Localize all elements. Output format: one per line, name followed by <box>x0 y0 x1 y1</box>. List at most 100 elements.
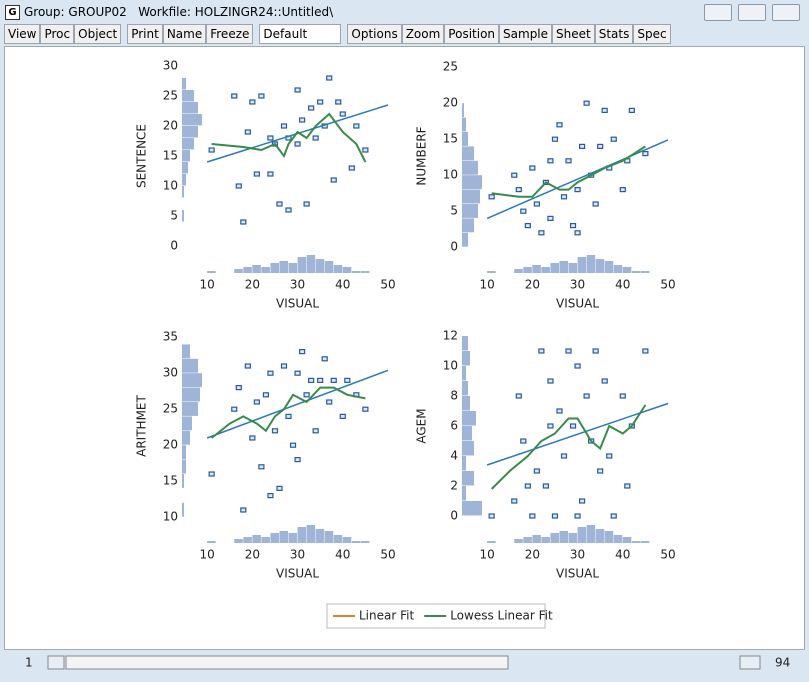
data-point <box>524 483 531 489</box>
data-point <box>547 215 554 221</box>
toolbar-button[interactable]: Spec <box>633 24 671 44</box>
toolbar-button[interactable]: Name <box>162 24 207 44</box>
x-histogram-bar <box>288 263 298 273</box>
y-histogram-bar <box>462 204 478 218</box>
y-histogram-bar <box>462 456 466 471</box>
data-point <box>547 423 554 429</box>
x-tick-label: 50 <box>380 278 395 292</box>
linear-fit-line <box>486 139 669 220</box>
data-point <box>353 123 360 129</box>
y-histogram-bar <box>462 351 470 366</box>
y-histogram-bar <box>462 175 482 190</box>
y-histogram-bar <box>182 344 190 359</box>
x-axis-label: VISUAL <box>276 297 319 311</box>
x-histogram-bar <box>487 541 496 543</box>
x-histogram-bar <box>324 531 334 543</box>
x-tick-label: 50 <box>660 548 675 562</box>
data-point <box>289 442 297 448</box>
x-tick-label: 10 <box>479 278 494 292</box>
y-histogram-bar <box>182 474 184 488</box>
scroll-right[interactable] <box>739 655 761 670</box>
y-histogram-bar <box>462 146 474 161</box>
x-histogram-bar <box>586 255 596 273</box>
y-tick-label: 5 <box>450 204 458 218</box>
scrollbar[interactable] <box>65 655 509 670</box>
data-point <box>556 408 563 414</box>
y-histogram-bar <box>462 501 482 516</box>
data-point <box>583 393 590 399</box>
data-point <box>280 123 288 129</box>
y-histogram-bar <box>462 411 476 426</box>
data-point <box>249 435 256 441</box>
y-histogram-bar <box>182 445 186 460</box>
toolbar-button[interactable]: Sheet <box>552 24 595 44</box>
data-point <box>231 406 238 412</box>
x-histogram-bar <box>622 267 632 273</box>
x-histogram-bar <box>351 541 361 543</box>
y-tick-label: 2 <box>450 479 458 493</box>
toolbar-button[interactable]: Proc <box>40 24 75 44</box>
data-point <box>235 183 242 189</box>
data-point <box>271 428 279 434</box>
toolbar-button[interactable]: Zoom <box>401 24 445 44</box>
data-point <box>249 99 256 105</box>
y-histogram-bar <box>462 103 464 118</box>
y-tick-label: 25 <box>443 60 458 74</box>
y-histogram-bar <box>182 114 202 126</box>
toolbar-button[interactable]: Stats <box>594 24 634 44</box>
y-tick-label: 0 <box>450 509 458 523</box>
y-tick-label: 10 <box>443 359 458 373</box>
minimize-button[interactable] <box>704 4 732 21</box>
y-tick-label: 0 <box>450 240 458 254</box>
data-point <box>619 393 626 399</box>
x-tick-label: 10 <box>479 548 494 562</box>
data-point <box>308 377 315 383</box>
x-histogram-bar <box>577 527 587 543</box>
dropdown[interactable]: Default <box>259 24 342 44</box>
toolbar-button[interactable]: Options <box>347 24 402 44</box>
data-point <box>339 111 346 117</box>
linear-fit-line <box>486 402 669 466</box>
data-point <box>542 483 550 489</box>
toolbar-button[interactable]: View <box>4 24 41 44</box>
data-point <box>285 413 292 419</box>
y-tick-label: 0 <box>170 239 178 253</box>
toolbar-button[interactable]: Sample <box>499 24 553 44</box>
data-point <box>267 493 274 499</box>
x-histogram-bar <box>559 261 569 273</box>
y-tick-label: 20 <box>163 438 178 452</box>
x-histogram-bar <box>613 265 623 273</box>
x-histogram-bar <box>306 525 316 543</box>
y-axis-label: ARITHMET <box>135 394 149 456</box>
x-histogram-bar <box>604 531 614 543</box>
data-point <box>362 147 369 153</box>
y-histogram-bar <box>182 358 198 373</box>
y-tick-label: 20 <box>443 96 458 110</box>
data-point <box>569 223 577 229</box>
toolbar-button[interactable]: Freeze <box>206 24 254 44</box>
toolbar-button[interactable]: Object <box>74 24 122 44</box>
data-point <box>551 513 559 519</box>
data-point <box>569 423 577 429</box>
x-histogram-bar <box>234 269 243 273</box>
legend-label: Lowess Linear Fit <box>450 609 553 623</box>
y-tick-label: 5 <box>170 209 178 223</box>
data-point <box>511 498 518 504</box>
data-point <box>267 135 274 141</box>
scroll-left[interactable] <box>47 655 65 670</box>
close-button[interactable] <box>772 4 800 21</box>
y-histogram-bar <box>182 150 190 162</box>
data-point <box>511 172 518 178</box>
data-point <box>488 513 495 519</box>
title-bar: G Group: GROUP02 Workfile: HOLZINGR24::U… <box>0 0 809 24</box>
x-axis-label: VISUAL <box>556 297 599 311</box>
x-histogram-bar <box>207 271 216 273</box>
x-histogram-bar <box>604 261 614 273</box>
maximize-button[interactable] <box>738 4 766 21</box>
x-histogram-bar <box>333 265 343 273</box>
x-histogram-bar <box>640 541 650 543</box>
data-point <box>624 483 631 489</box>
toolbar-button[interactable]: Print <box>127 24 163 44</box>
legend-label: Linear Fit <box>359 609 414 623</box>
toolbar-button[interactable]: Position <box>444 24 500 44</box>
